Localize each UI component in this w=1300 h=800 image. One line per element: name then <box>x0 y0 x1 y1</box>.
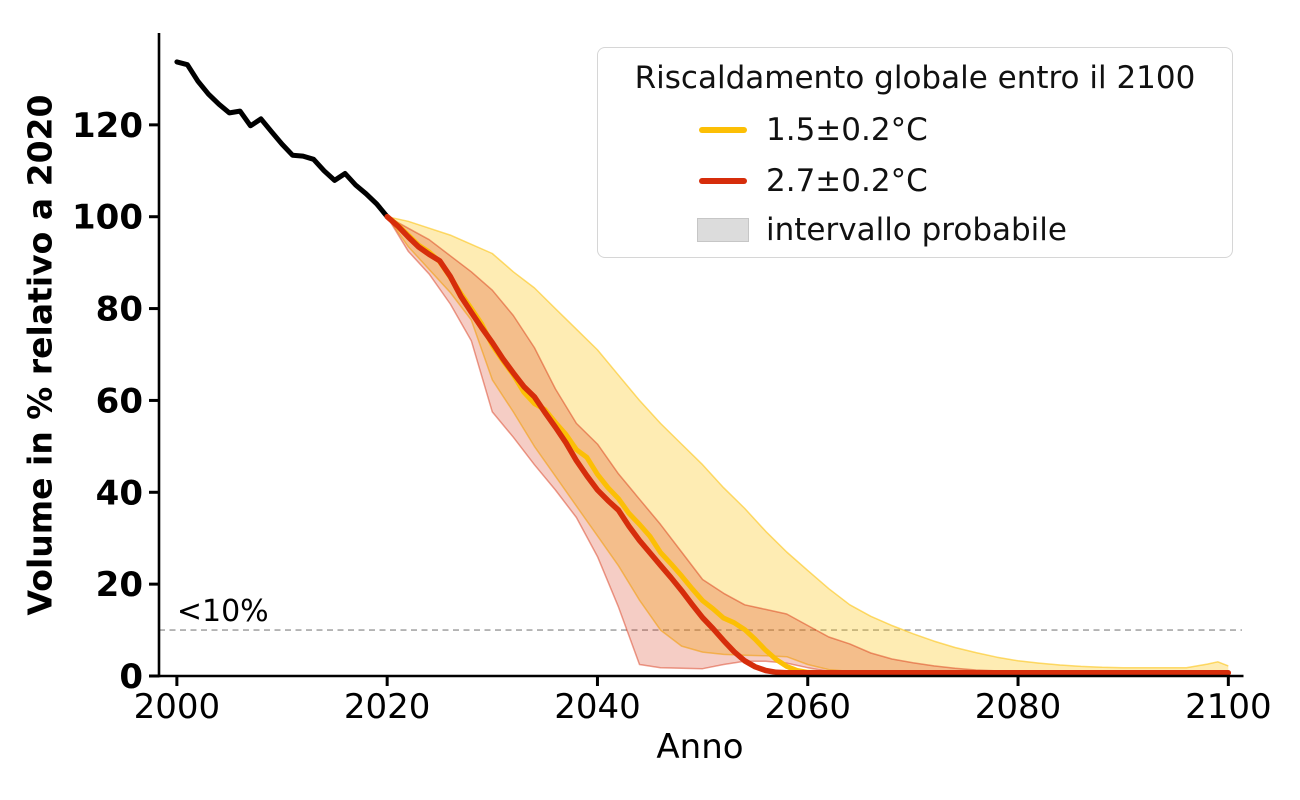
threshold-annotation: <10% <box>177 594 269 629</box>
series-line-0 <box>174 59 390 220</box>
legend-entry-2p7: 2.7±0.2°C <box>598 161 1232 201</box>
x-tick-label: 2020 <box>344 687 431 727</box>
y-tick-label: 20 <box>96 565 143 605</box>
band-1 <box>387 216 1229 672</box>
band-1-upper-edge <box>386 216 1229 673</box>
x-tick-label: 2060 <box>764 687 851 727</box>
y-tick-label: 0 <box>119 657 143 697</box>
x-tick-label: 2080 <box>975 687 1062 727</box>
y-tick-label: 100 <box>72 198 143 238</box>
legend-entry-1p5: 1.5±0.2°C <box>598 110 1232 150</box>
legend-entry-likely-range-label: intervallo probabile <box>766 212 1067 248</box>
y-tick-label: 80 <box>96 290 143 330</box>
legend-line-1p5-swatch-icon <box>699 127 747 133</box>
band-0-upper-edge <box>387 215 1229 669</box>
legend-entry-likely-range: intervallo probabile <box>598 210 1232 250</box>
y-tick-label: 120 <box>72 106 143 146</box>
x-tick-label: 2100 <box>1185 687 1272 727</box>
legend-patch-likely-range-swatch-icon <box>697 218 749 242</box>
x-tick-label: 2000 <box>134 687 221 727</box>
y-axis-label: Volume in % relativo a 2020 <box>20 94 60 616</box>
legend: Riscaldamento globale entro il 2100 1.5±… <box>597 47 1233 258</box>
series-line-2 <box>384 213 1232 676</box>
legend-entry-1p5-label: 1.5±0.2°C <box>766 112 928 148</box>
legend-title: Riscaldamento globale entro il 2100 <box>634 60 1196 96</box>
y-tick-label: 60 <box>96 381 143 421</box>
x-axis-label: Anno <box>656 727 744 767</box>
x-tick-label: 2040 <box>554 687 641 727</box>
band-0 <box>387 216 1229 672</box>
legend-entry-2p7-label: 2.7±0.2°C <box>766 163 928 199</box>
legend-line-2p7-swatch-icon <box>699 178 747 184</box>
y-tick-label: 40 <box>96 473 143 513</box>
